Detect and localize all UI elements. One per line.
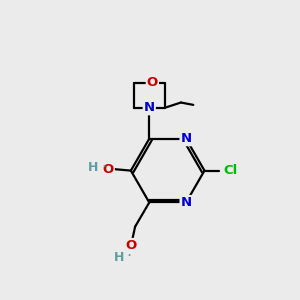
Text: O: O xyxy=(103,163,114,176)
Text: ·: · xyxy=(101,160,106,175)
Text: N: N xyxy=(181,132,192,145)
Text: H: H xyxy=(113,251,124,264)
Text: H: H xyxy=(88,161,99,175)
Text: ·: · xyxy=(126,249,131,264)
Text: O: O xyxy=(126,239,137,252)
Text: O: O xyxy=(147,76,158,89)
Text: Cl: Cl xyxy=(224,164,238,177)
Text: N: N xyxy=(181,196,192,209)
Text: N: N xyxy=(144,101,155,114)
